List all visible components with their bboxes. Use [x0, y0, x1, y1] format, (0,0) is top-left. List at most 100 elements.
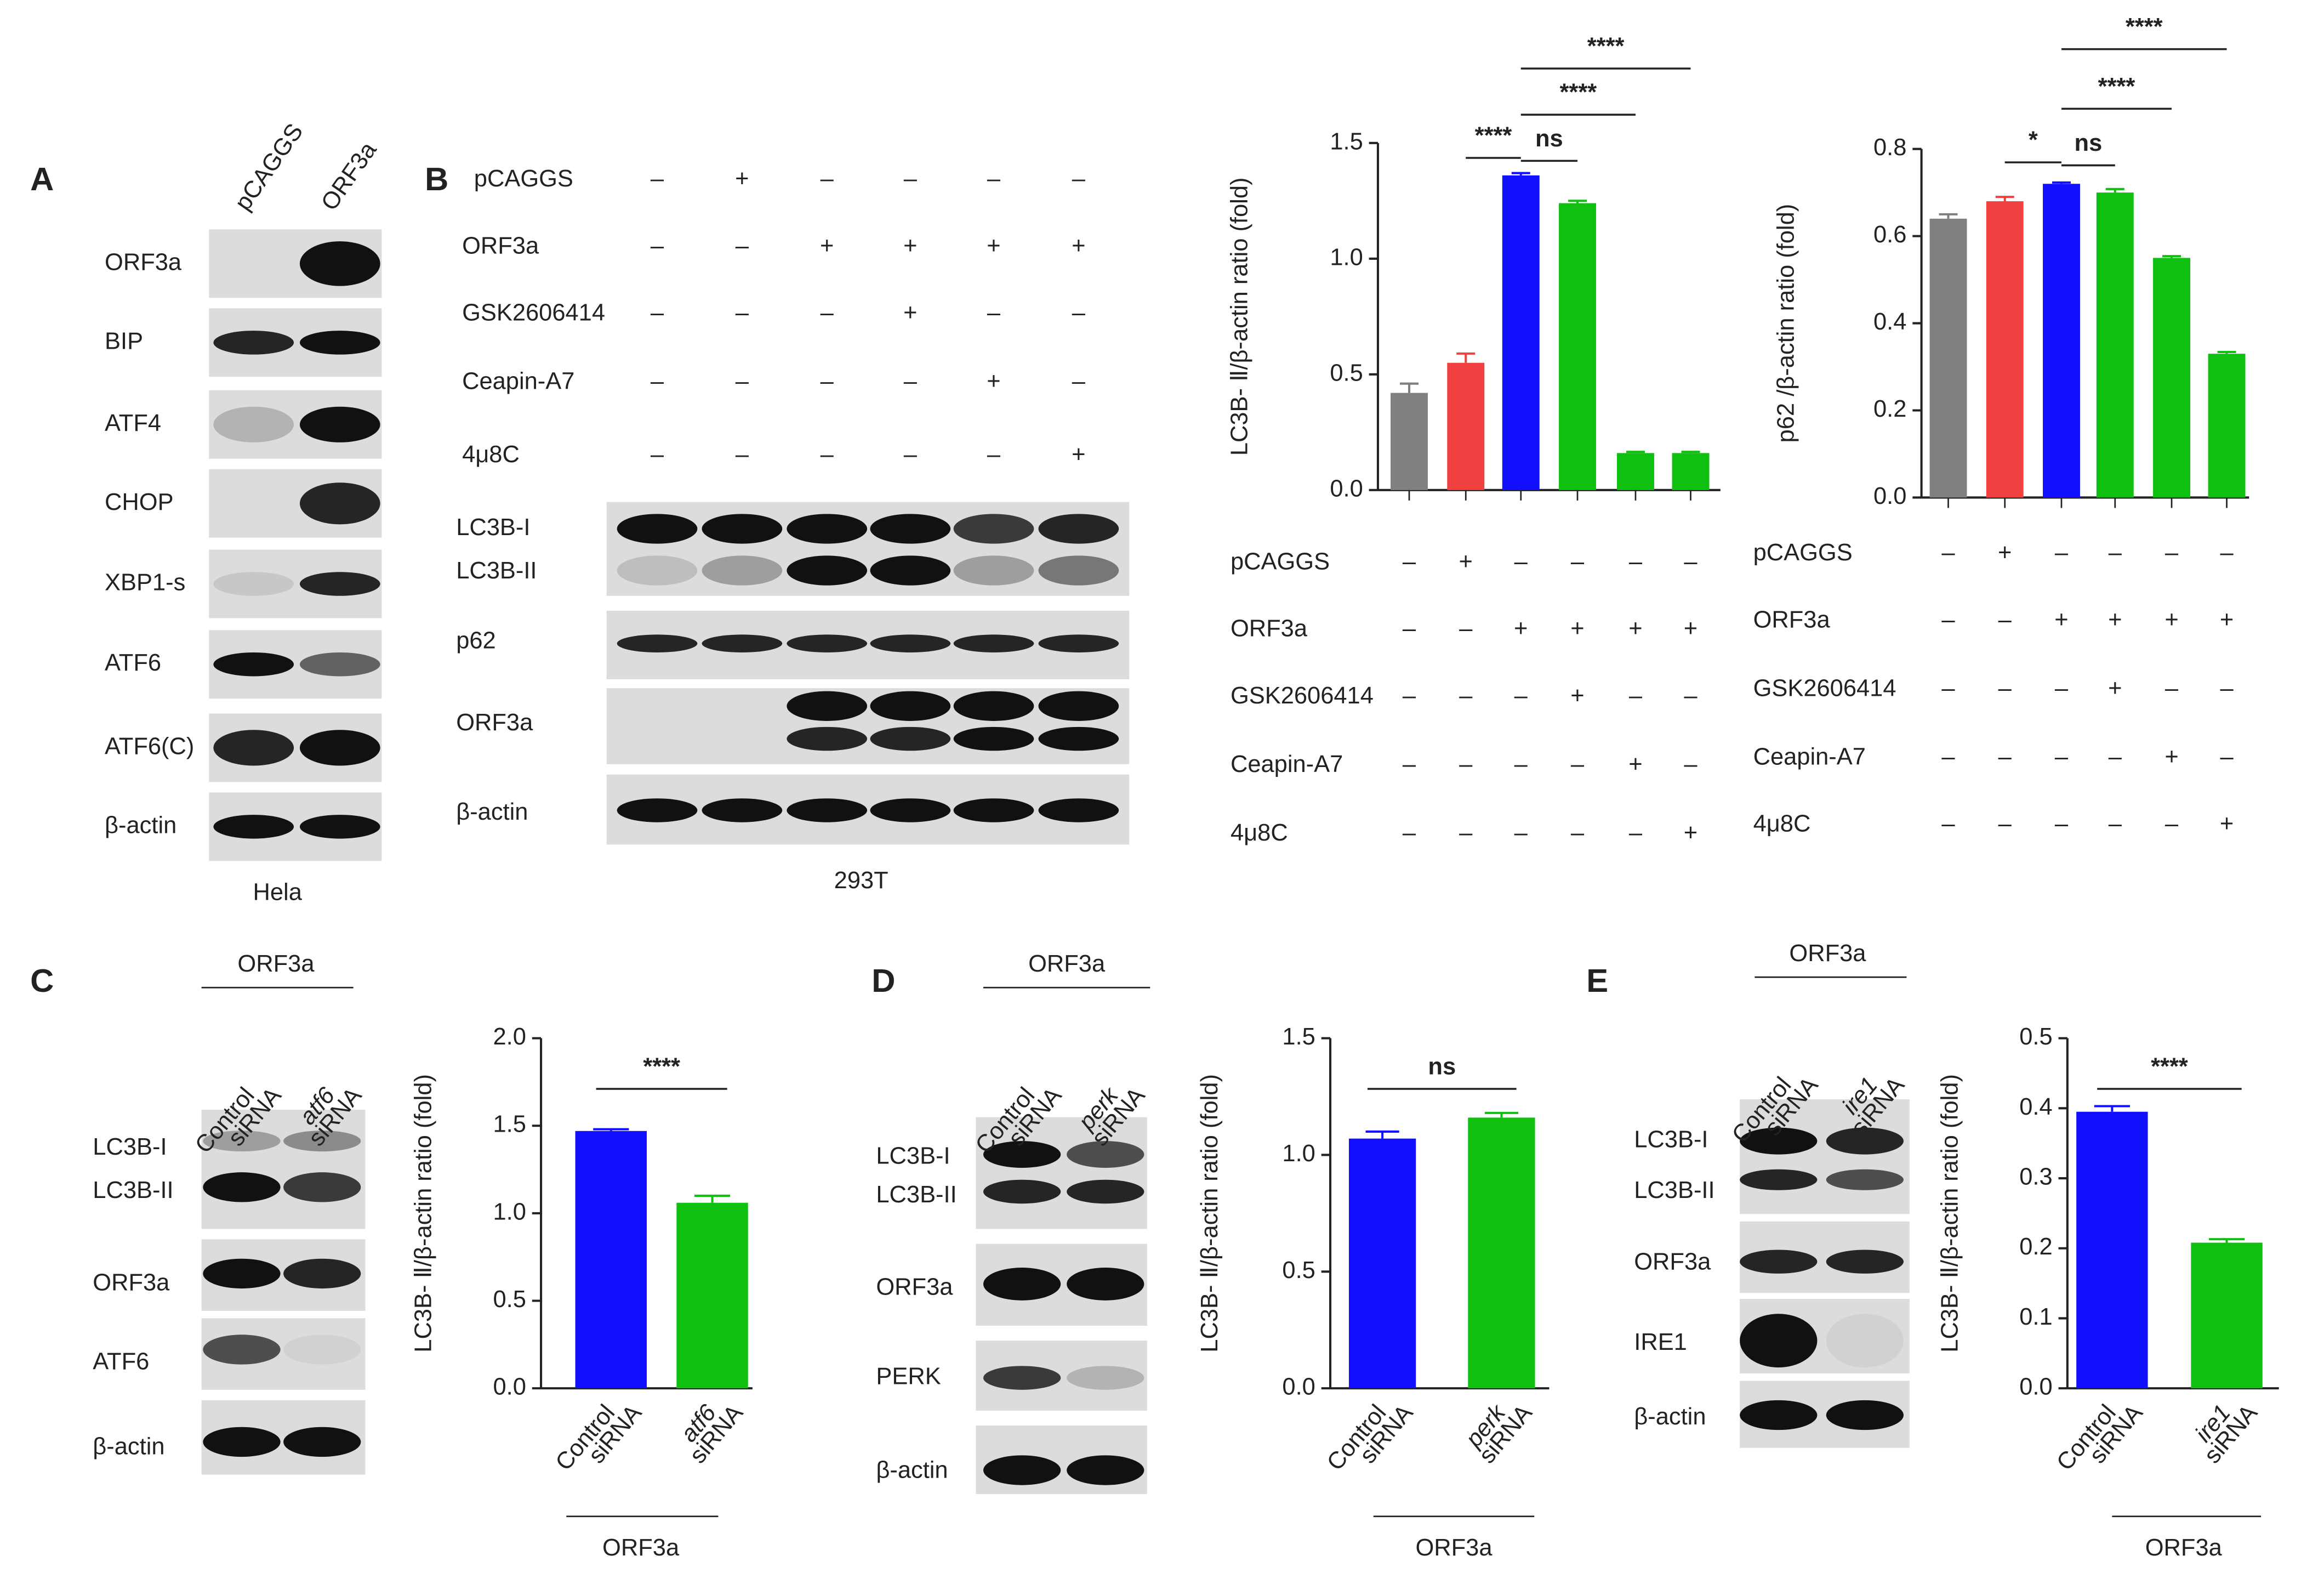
sign: – [1514, 820, 1528, 846]
band [213, 406, 294, 442]
row-label: LC3B-II [93, 1177, 173, 1203]
band [702, 555, 783, 586]
sign: – [1629, 683, 1643, 709]
y-tick-label: 0.0 [1282, 1374, 1315, 1400]
y-tick-label: 0.0 [1330, 475, 1363, 502]
lane-label: ORF3a [316, 137, 382, 215]
row-label: IRE1 [1634, 1329, 1687, 1355]
band [870, 555, 951, 586]
row-label: ATF6 [93, 1348, 149, 1375]
band [1826, 1250, 1904, 1274]
band [702, 514, 783, 544]
band [299, 815, 380, 839]
band [299, 241, 380, 286]
sign: + [2054, 606, 2068, 633]
band [1038, 634, 1119, 652]
y-tick-label: 0.2 [1873, 396, 1906, 422]
band [283, 1131, 361, 1152]
treatment-label: 4μ8C [1231, 820, 1288, 846]
band [1038, 514, 1119, 544]
group-label: ORF3a [1415, 1535, 1493, 1561]
row-label: ORF3a [456, 709, 533, 736]
band [953, 514, 1034, 544]
bar [1391, 393, 1428, 490]
y-tick-label: 0.5 [2019, 1024, 2052, 1050]
band [1740, 1314, 1818, 1368]
sign: – [1072, 300, 1086, 326]
band [299, 331, 380, 355]
sign: – [2109, 540, 2122, 566]
sign: – [1514, 683, 1528, 709]
band [953, 798, 1034, 822]
row-label: ORF3a [1634, 1248, 1711, 1275]
bar [1929, 218, 1967, 498]
row-label: LC3B-I [876, 1143, 950, 1169]
band [870, 691, 951, 721]
sign: + [1570, 683, 1584, 709]
sign: – [1684, 683, 1698, 709]
band [213, 331, 294, 355]
sign: + [903, 300, 917, 326]
sign: – [1403, 820, 1416, 846]
sign: – [1459, 751, 1473, 777]
treatment-label: ORF3a [1753, 606, 1831, 633]
band [299, 730, 380, 766]
y-axis-label: LC3B- Ⅱ/β-actin ratio (fold) [1197, 1074, 1223, 1353]
bar [2043, 184, 2080, 498]
band [283, 1258, 361, 1289]
row-label: p62 [456, 627, 496, 654]
y-tick-label: 0.5 [1282, 1257, 1315, 1284]
sign: + [1684, 616, 1698, 642]
blot-panel [976, 1117, 1147, 1229]
band [1826, 1314, 1904, 1368]
band [953, 691, 1034, 721]
band [787, 691, 868, 721]
sign: + [2164, 606, 2178, 633]
row-label: LC3B-I [1634, 1127, 1708, 1153]
band [1740, 1127, 1818, 1155]
sign: – [987, 441, 1001, 468]
sign: – [1403, 616, 1416, 642]
treatment-label: pCAGGS [1753, 540, 1853, 566]
band [213, 572, 294, 596]
band [299, 652, 380, 677]
y-tick-label: 1.5 [1282, 1024, 1315, 1050]
y-tick-label: 1.0 [1282, 1140, 1315, 1167]
y-axis-label: p62 /β-actin ratio (fold) [1773, 204, 1799, 443]
row-label: CHOP [105, 489, 174, 515]
treatment-label: Ceapin-A7 [1753, 743, 1866, 770]
sign: + [1072, 441, 1085, 468]
sign: – [821, 300, 834, 326]
sign: + [2108, 675, 2122, 701]
bar [1559, 203, 1596, 490]
sign: – [1684, 751, 1698, 777]
treatment-label: GSK2606414 [1231, 683, 1374, 709]
sign: – [2220, 743, 2234, 770]
band [213, 815, 294, 839]
row-label: ORF3a [876, 1274, 953, 1301]
y-tick-label: 0.5 [493, 1286, 526, 1313]
significance-label: ns [2075, 130, 2103, 156]
band [983, 1366, 1061, 1390]
blot-panel [606, 502, 1130, 596]
sign: – [1571, 751, 1585, 777]
band [203, 1427, 281, 1457]
sign: – [1684, 548, 1698, 575]
y-tick-label: 1.0 [1330, 244, 1363, 270]
sign: – [904, 441, 918, 468]
sign: + [1628, 751, 1642, 777]
bar [575, 1131, 647, 1389]
sign: – [1459, 683, 1473, 709]
row-label: LC3B-II [876, 1182, 956, 1208]
significance-label: **** [643, 1053, 680, 1080]
band [983, 1141, 1061, 1168]
y-tick-label: 0.4 [2019, 1094, 2052, 1120]
band [870, 798, 951, 822]
band [203, 1172, 281, 1202]
band [787, 514, 868, 544]
row-label: β-actin [456, 799, 528, 825]
sign: – [1998, 811, 2012, 837]
group-label: ORF3a [1789, 940, 1866, 967]
y-tick-label: 0.3 [2019, 1164, 2052, 1190]
band [213, 730, 294, 766]
